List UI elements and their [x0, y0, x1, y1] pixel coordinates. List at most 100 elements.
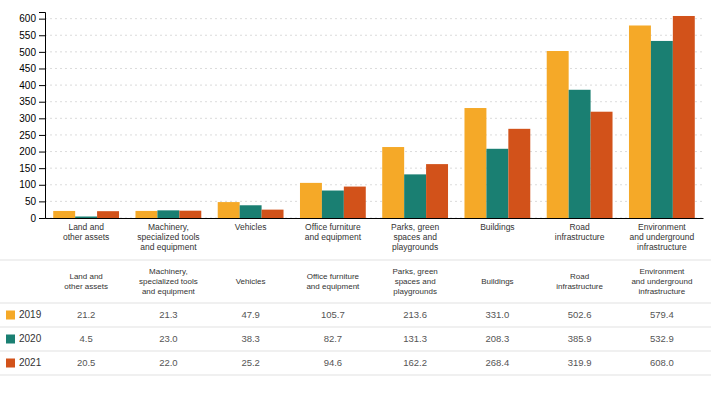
tick-mark	[39, 168, 45, 169]
tick: 250	[19, 130, 45, 141]
table-separator	[0, 375, 711, 376]
bar	[218, 202, 240, 218]
bar	[240, 205, 262, 218]
table-header: Land andother assets	[64, 272, 108, 291]
tick: 600	[19, 13, 45, 24]
tick-mark	[39, 118, 45, 119]
tick-mark	[39, 85, 45, 86]
tick-label: 400	[19, 80, 36, 91]
table-header: Office furnitureand equipment	[306, 272, 360, 291]
bar	[97, 211, 119, 218]
tick: 200	[19, 146, 45, 157]
tick-label: 50	[25, 196, 37, 207]
tick-label: Machinery,specialized toolsand equipment	[137, 222, 199, 252]
axis-line	[39, 13, 46, 219]
bar	[547, 51, 569, 218]
bar	[300, 183, 322, 218]
table-separator	[0, 351, 711, 352]
bar	[569, 90, 591, 218]
tick: 500	[19, 47, 45, 58]
data-label: 385.9	[568, 333, 592, 344]
bar	[262, 210, 284, 218]
data-label: 4.5	[80, 333, 93, 344]
table-header: Parks, greenspaces andplaygrounds	[392, 267, 437, 296]
data-label: 20.5	[77, 357, 96, 368]
tick: 450	[19, 63, 45, 74]
data-label: 331.0	[485, 309, 509, 320]
bar-series	[53, 25, 651, 218]
bar	[157, 210, 179, 218]
legend-label: 2020	[19, 333, 42, 344]
grid-line	[45, 68, 703, 69]
data-label: 319.9	[568, 357, 592, 368]
tick: 350	[19, 96, 45, 107]
tick-label: Office furnitureand equipment	[305, 222, 362, 242]
table-header: Buildings	[481, 277, 513, 286]
tick-label: 150	[19, 163, 36, 174]
tick-label: 600	[19, 13, 36, 24]
table-separator	[0, 260, 711, 261]
data-label: 213.6	[403, 309, 427, 320]
bar	[629, 25, 651, 218]
legend-label: 2019	[19, 309, 42, 320]
data-label: 23.0	[159, 333, 178, 344]
tick: 300	[19, 113, 45, 124]
data-label: 608.0	[650, 357, 674, 368]
legend-label: 2021	[19, 357, 42, 368]
bars	[53, 16, 695, 218]
tick-label: Roadinfrastructure	[555, 222, 605, 242]
tick-label: 300	[19, 113, 36, 124]
tick: 50	[25, 196, 45, 207]
grid-line	[45, 35, 703, 36]
axis-line	[46, 218, 704, 219]
tick-label: 250	[19, 130, 36, 141]
bar-series	[97, 16, 695, 218]
data-label: 38.3	[241, 333, 260, 344]
table-header: Roadinfrastructure	[556, 272, 603, 291]
grid-line	[45, 18, 703, 19]
tick: Machinery,specialized toolsand equipment	[137, 222, 199, 252]
data-label: 82.7	[324, 333, 343, 344]
tick-mark	[39, 19, 45, 20]
bar-series	[75, 41, 673, 218]
tick-label: Vehicles	[235, 222, 267, 232]
data-label: 94.6	[324, 357, 343, 368]
bar	[651, 41, 673, 218]
data-label: 105.7	[321, 309, 345, 320]
tick: Office furnitureand equipment	[305, 222, 362, 242]
data-label: 208.3	[485, 333, 509, 344]
data-label: 22.0	[159, 357, 178, 368]
table-header: Machinery,specialized toolsand equipment	[139, 267, 198, 296]
tick-mark	[39, 35, 45, 36]
tick-label: 200	[19, 146, 36, 157]
bar	[382, 147, 404, 218]
y-axis: 050100150200250300350400450500550600	[19, 13, 45, 224]
grid-line	[45, 101, 703, 102]
tick-mark	[39, 52, 45, 53]
tick-mark	[39, 135, 45, 136]
tick-mark	[39, 201, 45, 202]
tick: Roadinfrastructure	[555, 222, 605, 242]
tick: 0	[30, 213, 45, 224]
data-label: 162.2	[403, 357, 427, 368]
tick: 400	[19, 80, 45, 91]
tick-label: Parks, greenspaces andplaygrounds	[391, 222, 439, 252]
bar	[426, 164, 448, 218]
data-label: 502.6	[568, 309, 592, 320]
bar	[591, 112, 613, 218]
data-label: 532.9	[650, 333, 674, 344]
tick-mark	[39, 152, 45, 153]
chart: 050100150200250300350400450500550600Land…	[0, 0, 711, 400]
data-label: 131.3	[403, 333, 427, 344]
table-separator	[0, 303, 711, 304]
bar	[322, 191, 344, 218]
bar	[75, 217, 97, 218]
bar	[404, 174, 426, 218]
tick-label: 500	[19, 47, 36, 58]
grid-line	[45, 85, 703, 86]
bar	[673, 16, 695, 218]
table-header: Environmentand undergroundinfrastructure	[631, 267, 692, 296]
bar	[486, 149, 508, 218]
legend-swatch	[6, 311, 15, 320]
tick: 150	[19, 163, 45, 174]
